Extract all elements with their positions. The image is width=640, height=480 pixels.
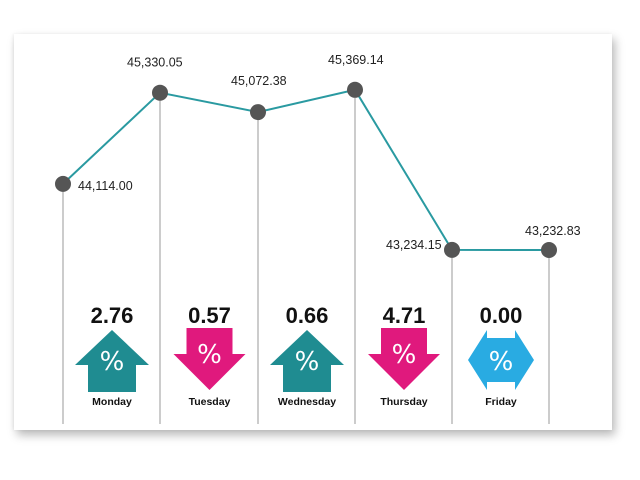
day-label: Friday	[485, 396, 517, 408]
value-label: 44,114.00	[78, 179, 133, 193]
up-arrow-icon	[270, 330, 344, 392]
percent-change-value: 4.71	[383, 303, 426, 328]
day-label: Monday	[92, 396, 132, 408]
day-panel-monday: 2.76% Monday	[75, 303, 149, 408]
data-points	[55, 81, 557, 258]
up-arrow-icon	[75, 330, 149, 392]
data-point	[347, 81, 363, 98]
day-label: Thursday	[380, 396, 427, 408]
flat-arrow-icon	[468, 330, 534, 390]
percent-icon: %	[100, 347, 125, 377]
down-arrow-icon	[368, 328, 440, 390]
value-label: 43,232.83	[525, 224, 581, 238]
percent-change-value: 0.66	[286, 303, 329, 328]
data-point	[250, 104, 266, 121]
day-label: Tuesday	[189, 396, 231, 408]
day-dividers	[62, 89, 550, 424]
daily-change-panels: 2.76% Monday 0.57% Tuesday 0.66% Wednesday 4.7…	[75, 303, 534, 408]
down-arrow-icon	[173, 328, 246, 390]
percent-icon: %	[295, 347, 320, 377]
percent-change-value: 0.57	[188, 303, 231, 328]
day-panel-thursday: 4.71% Thursday	[368, 303, 440, 408]
data-point	[541, 242, 557, 258]
day-panel-tuesday: 0.57% Tuesday	[173, 303, 246, 408]
percent-icon: %	[392, 340, 417, 370]
value-label: 45,369.14	[328, 53, 384, 67]
value-label: 45,072.38	[231, 74, 287, 88]
data-point	[444, 241, 460, 258]
percent-change-value: 2.76	[91, 303, 134, 328]
value-labels: 44,114.00 45,330.05 45,072.38 45,369.14 43,2…	[78, 53, 581, 252]
day-panel-friday: 0.00% Friday	[468, 303, 534, 408]
value-label: 45,330.05	[127, 56, 183, 70]
percent-change-value: 0.00	[480, 303, 523, 328]
percent-icon: %	[197, 340, 222, 370]
data-point	[55, 175, 71, 192]
value-label: 43,234.15	[386, 238, 442, 252]
data-point	[152, 84, 168, 101]
day-label: Wednesday	[278, 396, 336, 408]
percent-icon: %	[489, 347, 514, 377]
index-trend-line	[62, 88, 550, 251]
day-panel-wednesday: 0.66% Wednesday	[270, 303, 344, 408]
